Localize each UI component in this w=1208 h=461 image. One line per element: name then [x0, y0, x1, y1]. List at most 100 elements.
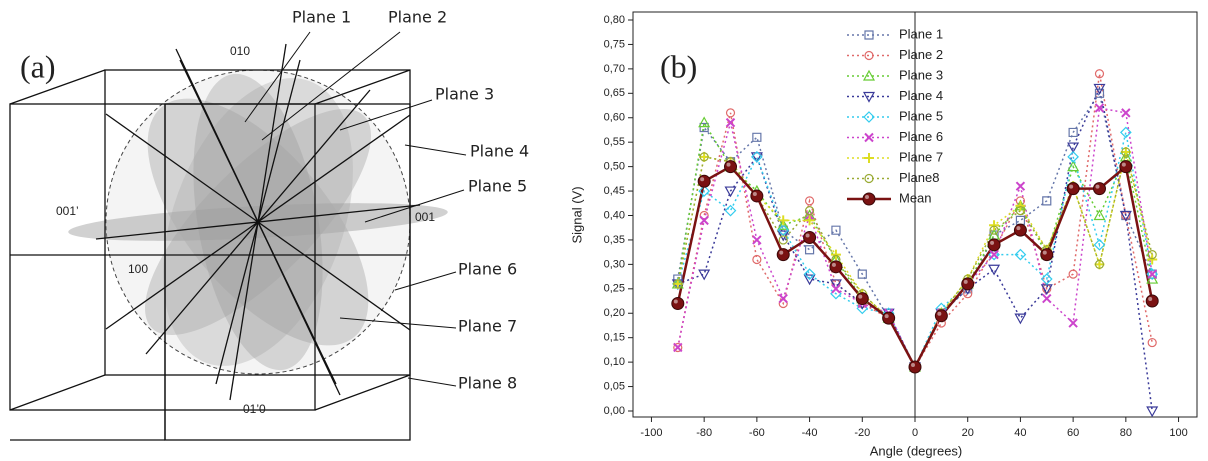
series-line — [677, 91, 1153, 369]
marker-shape — [1042, 250, 1047, 255]
marker — [864, 132, 874, 143]
plane-label: Plane 4 — [470, 142, 529, 161]
marker-shape — [726, 162, 731, 167]
marker-shape — [1067, 160, 1080, 172]
marker-shape — [1147, 269, 1157, 279]
marker — [1068, 318, 1078, 328]
marker — [804, 196, 815, 206]
marker — [1119, 210, 1132, 222]
axis-label: 010 — [230, 44, 250, 58]
marker — [751, 151, 763, 163]
marker-shape — [1094, 69, 1105, 79]
marker — [699, 215, 709, 226]
marker — [1015, 181, 1026, 191]
marker-shape — [777, 230, 790, 242]
marker-shape — [1013, 223, 1027, 237]
marker-shape — [1015, 206, 1026, 216]
marker — [1068, 269, 1078, 279]
marker — [699, 152, 709, 162]
marker-shape — [671, 296, 685, 310]
marker — [1147, 337, 1157, 348]
marker — [988, 264, 1001, 276]
marker-shape — [988, 264, 1001, 276]
marker-shape — [858, 294, 863, 299]
panel-label: (b) — [660, 48, 697, 84]
marker — [672, 278, 683, 289]
marker — [908, 360, 922, 374]
marker-shape — [698, 185, 711, 197]
marker-shape — [1067, 142, 1080, 154]
marker — [1015, 200, 1026, 211]
marker — [1068, 127, 1078, 138]
marker-shape — [1014, 313, 1027, 325]
marker — [804, 245, 815, 255]
marker-shape — [750, 189, 764, 203]
axis-label: 01’0 — [243, 402, 266, 416]
marker-shape — [1148, 297, 1153, 302]
marker-shape — [725, 108, 736, 118]
panel-label: (a) — [20, 48, 56, 84]
marker-shape — [989, 225, 999, 235]
marker — [1147, 250, 1157, 260]
legend-label: Plane 3 — [899, 67, 943, 82]
marker-shape — [725, 117, 736, 128]
marker-shape — [1015, 215, 1026, 225]
marker — [1146, 268, 1159, 280]
y-axis-label: Signal (V) — [569, 186, 584, 243]
marker-shape — [1119, 210, 1132, 222]
y-tick-label: 0,45 — [604, 185, 625, 197]
marker — [776, 248, 790, 262]
marker — [697, 174, 711, 188]
y-tick-label: 0,55 — [604, 136, 625, 148]
marker-shape — [829, 279, 842, 291]
marker-shape — [1042, 293, 1052, 304]
marker-shape — [963, 279, 968, 284]
plane-label: Plane 6 — [458, 260, 517, 279]
marker — [1093, 209, 1106, 221]
plane-label: Plane 3 — [435, 85, 494, 104]
marker-shape — [1146, 272, 1159, 284]
marker — [698, 116, 711, 128]
y-tick-label: 0,70 — [604, 63, 625, 75]
y-tick-label: 0,20 — [604, 307, 625, 319]
marker — [1066, 182, 1080, 196]
plane-label: Plane 7 — [458, 317, 517, 336]
marker — [778, 293, 788, 304]
marker — [1015, 206, 1026, 216]
x-axis-label: Angle (degrees) — [870, 443, 963, 458]
marker-shape — [862, 91, 876, 103]
marker — [1040, 248, 1054, 262]
marker — [803, 274, 816, 286]
marker-shape — [673, 342, 683, 353]
marker — [1014, 248, 1027, 261]
marker — [857, 269, 867, 279]
y-tick-label: 0,00 — [604, 405, 625, 417]
marker — [862, 69, 876, 81]
marker-shape — [1040, 248, 1054, 262]
marker-shape — [699, 215, 709, 226]
marker — [777, 230, 790, 242]
marker-shape — [1015, 200, 1026, 211]
marker — [989, 225, 999, 235]
marker-shape — [831, 284, 841, 294]
legend-label: Plane 2 — [899, 47, 943, 62]
marker — [882, 311, 896, 325]
marker-shape — [1092, 182, 1106, 196]
x-tick-label: 60 — [1067, 427, 1079, 439]
marker — [673, 342, 683, 353]
y-tick-label: 0,40 — [604, 209, 625, 221]
marker-shape — [864, 132, 874, 143]
y-tick-label: 0,65 — [604, 87, 625, 99]
y-tick-label: 0,75 — [604, 38, 625, 50]
marker-shape — [1068, 269, 1078, 279]
marker-shape — [1147, 250, 1157, 260]
marker — [1015, 215, 1026, 225]
marker-shape — [752, 235, 762, 245]
marker-shape — [1145, 294, 1159, 308]
marker-shape — [1094, 103, 1105, 113]
marker — [864, 30, 874, 40]
marker — [803, 230, 817, 244]
marker-shape — [1121, 108, 1131, 118]
